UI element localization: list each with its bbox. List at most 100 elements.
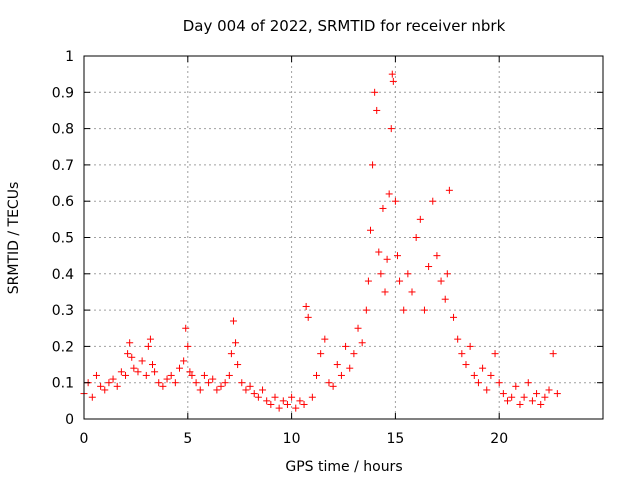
tick-labels: 00.10.20.30.40.50.60.70.80.910 5 10 15 20 [52,49,508,447]
y-tick-label: 0.7 [52,158,74,174]
data-point [128,353,136,361]
data-point [229,317,237,325]
data-point [466,342,474,350]
data-point [437,277,445,285]
data-point [149,361,157,369]
data-point [300,400,308,408]
data-point [213,386,221,394]
x-tick-label: 10 [283,431,301,447]
data-point [412,234,420,241]
data-points [80,70,561,412]
y-axis-label: SRMTID / TECUs [6,182,22,295]
data-point [491,350,499,358]
data-point [92,371,100,379]
data-point [97,382,105,390]
data-point [549,350,557,358]
data-point [184,342,192,350]
data-point [246,382,254,390]
data-point [433,252,441,260]
data-point [263,397,271,405]
data-point [126,339,134,347]
x-tick-label: 5 [183,431,192,447]
data-point [109,375,117,383]
data-point [180,357,188,365]
data-point [479,364,487,372]
data-point [350,350,358,358]
data-point [388,70,396,78]
y-tick-label: 0.9 [52,85,74,101]
data-point [533,390,541,398]
data-point [227,350,235,358]
data-point [105,379,113,387]
x-axis-label: GPS time / hours [285,459,402,475]
data-point [429,197,437,205]
data-point [101,386,109,394]
data-point [317,350,325,358]
data-point [122,371,130,379]
data-point [495,379,503,387]
y-tick-label: 0.5 [52,231,74,247]
data-point [541,393,549,401]
data-point [130,364,138,372]
data-point [454,335,462,343]
data-point [192,379,200,387]
data-point [445,186,453,194]
data-point [321,335,329,343]
data-point [385,190,393,198]
y-tick-label: 0.6 [52,194,74,210]
data-point [379,204,387,212]
data-point [393,252,401,260]
data-point [420,306,428,314]
data-point [443,270,451,278]
data-point [117,368,125,376]
data-point [313,371,321,379]
data-point [325,379,333,387]
data-point [134,368,142,376]
data-point [333,361,341,369]
data-point [391,197,399,205]
data-point [167,371,175,379]
data-point [512,382,520,390]
data-point [250,390,258,398]
data-point [138,357,146,365]
y-tick-label: 0.4 [52,267,74,283]
data-point [366,226,374,234]
data-point [254,393,262,401]
axis-ticks [83,55,603,420]
data-point [354,324,362,332]
grid-lines [84,56,603,419]
data-point [308,393,316,401]
data-point [381,288,389,296]
data-point [225,371,233,379]
y-tick-label: 0.1 [52,376,74,392]
data-point [369,161,377,169]
data-point [182,324,190,332]
data-point [205,379,213,387]
y-tick-label: 0.3 [52,303,74,319]
data-point [441,295,449,303]
data-point [458,350,466,358]
data-point [159,382,167,390]
data-point [337,371,345,379]
data-point [151,368,159,376]
data-point [483,386,491,394]
data-point [400,306,408,314]
data-point [362,306,370,314]
data-point [283,400,291,408]
data-point [377,270,385,278]
data-point [342,342,350,350]
data-point [242,386,250,394]
data-point [232,339,240,347]
chart-title: Day 004 of 2022, SRMTID for receiver nbr… [183,17,506,35]
data-point [346,364,354,372]
data-point [238,379,246,387]
data-point [504,397,512,405]
data-point [113,382,121,390]
x-tick-label: 0 [80,431,89,447]
y-tick-label: 0 [65,412,74,428]
data-point [474,379,482,387]
data-point [545,386,553,394]
data-point [175,364,183,372]
data-point [537,400,545,408]
